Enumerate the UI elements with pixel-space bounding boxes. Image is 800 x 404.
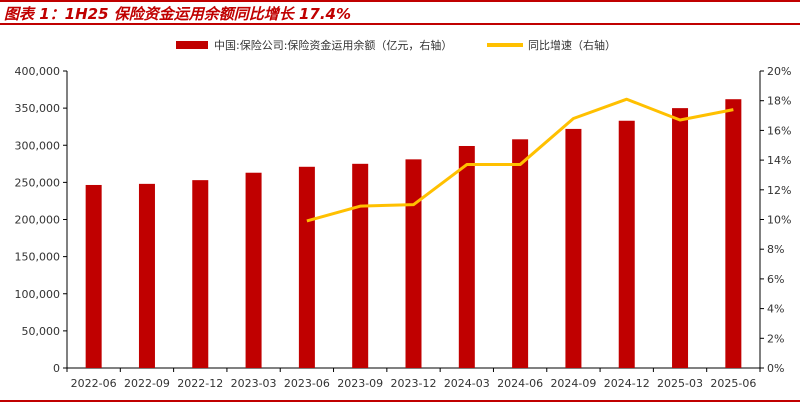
x-tick-label: 2023-06 bbox=[284, 377, 330, 390]
right-tick-label: 12% bbox=[767, 184, 791, 197]
x-tick-label: 2023-12 bbox=[391, 377, 437, 390]
right-tick-label: 18% bbox=[767, 95, 791, 108]
legend-swatch-bar bbox=[176, 41, 208, 49]
legend-label-line: 同比增速（右轴） bbox=[528, 38, 616, 52]
right-tick-label: 6% bbox=[767, 273, 784, 286]
left-tick-label: 300,000 bbox=[15, 139, 61, 152]
left-tick-label: 50,000 bbox=[22, 325, 61, 338]
bar bbox=[512, 139, 529, 368]
left-tick-label: 100,000 bbox=[15, 288, 61, 301]
left-tick-label: 250,000 bbox=[15, 176, 61, 189]
bottom-rule bbox=[0, 400, 800, 402]
x-tick-label: 2022-06 bbox=[71, 377, 117, 390]
x-tick-label: 2023-09 bbox=[337, 377, 383, 390]
bar bbox=[298, 166, 315, 368]
x-tick-label: 2022-09 bbox=[124, 377, 170, 390]
bar bbox=[725, 99, 742, 368]
title-rule bbox=[0, 23, 800, 25]
bar bbox=[245, 172, 262, 368]
x-tick-label: 2024-09 bbox=[550, 377, 596, 390]
left-tick-label: 400,000 bbox=[15, 65, 61, 78]
right-tick-label: 16% bbox=[767, 124, 791, 137]
bar bbox=[672, 108, 689, 368]
bar bbox=[565, 128, 582, 368]
bar bbox=[85, 184, 102, 368]
bar bbox=[458, 145, 475, 368]
left-tick-label: 200,000 bbox=[15, 214, 61, 227]
right-tick-label: 2% bbox=[767, 332, 784, 345]
x-tick-label: 2023-03 bbox=[231, 377, 277, 390]
bar bbox=[352, 163, 369, 368]
top-rule bbox=[0, 0, 800, 2]
x-tick-label: 2024-12 bbox=[604, 377, 650, 390]
right-tick-label: 0% bbox=[767, 362, 784, 375]
legend-label-bar: 中国:保险公司:保险资金运用余额（亿元，右轴） bbox=[214, 38, 452, 52]
x-tick-label: 2025-03 bbox=[657, 377, 703, 390]
right-tick-label: 4% bbox=[767, 303, 784, 316]
right-tick-label: 20% bbox=[767, 65, 791, 78]
legend-swatch-line bbox=[487, 43, 523, 47]
x-tick-label: 2024-03 bbox=[444, 377, 490, 390]
right-tick-label: 14% bbox=[767, 154, 791, 167]
bar bbox=[138, 183, 155, 368]
x-tick-label: 2025-06 bbox=[710, 377, 756, 390]
left-tick-label: 0 bbox=[53, 362, 60, 375]
left-tick-label: 150,000 bbox=[15, 251, 61, 264]
bar bbox=[405, 159, 422, 368]
x-tick-label: 2024-06 bbox=[497, 377, 543, 390]
bar bbox=[618, 120, 635, 368]
chart-title: 图表 1：1H25 保险资金运用余额同比增长 17.4% bbox=[4, 5, 352, 23]
bar bbox=[192, 180, 209, 368]
right-tick-label: 10% bbox=[767, 214, 791, 227]
x-tick-label: 2022-12 bbox=[177, 377, 223, 390]
right-tick-label: 8% bbox=[767, 243, 784, 256]
left-tick-label: 350,000 bbox=[15, 102, 61, 115]
